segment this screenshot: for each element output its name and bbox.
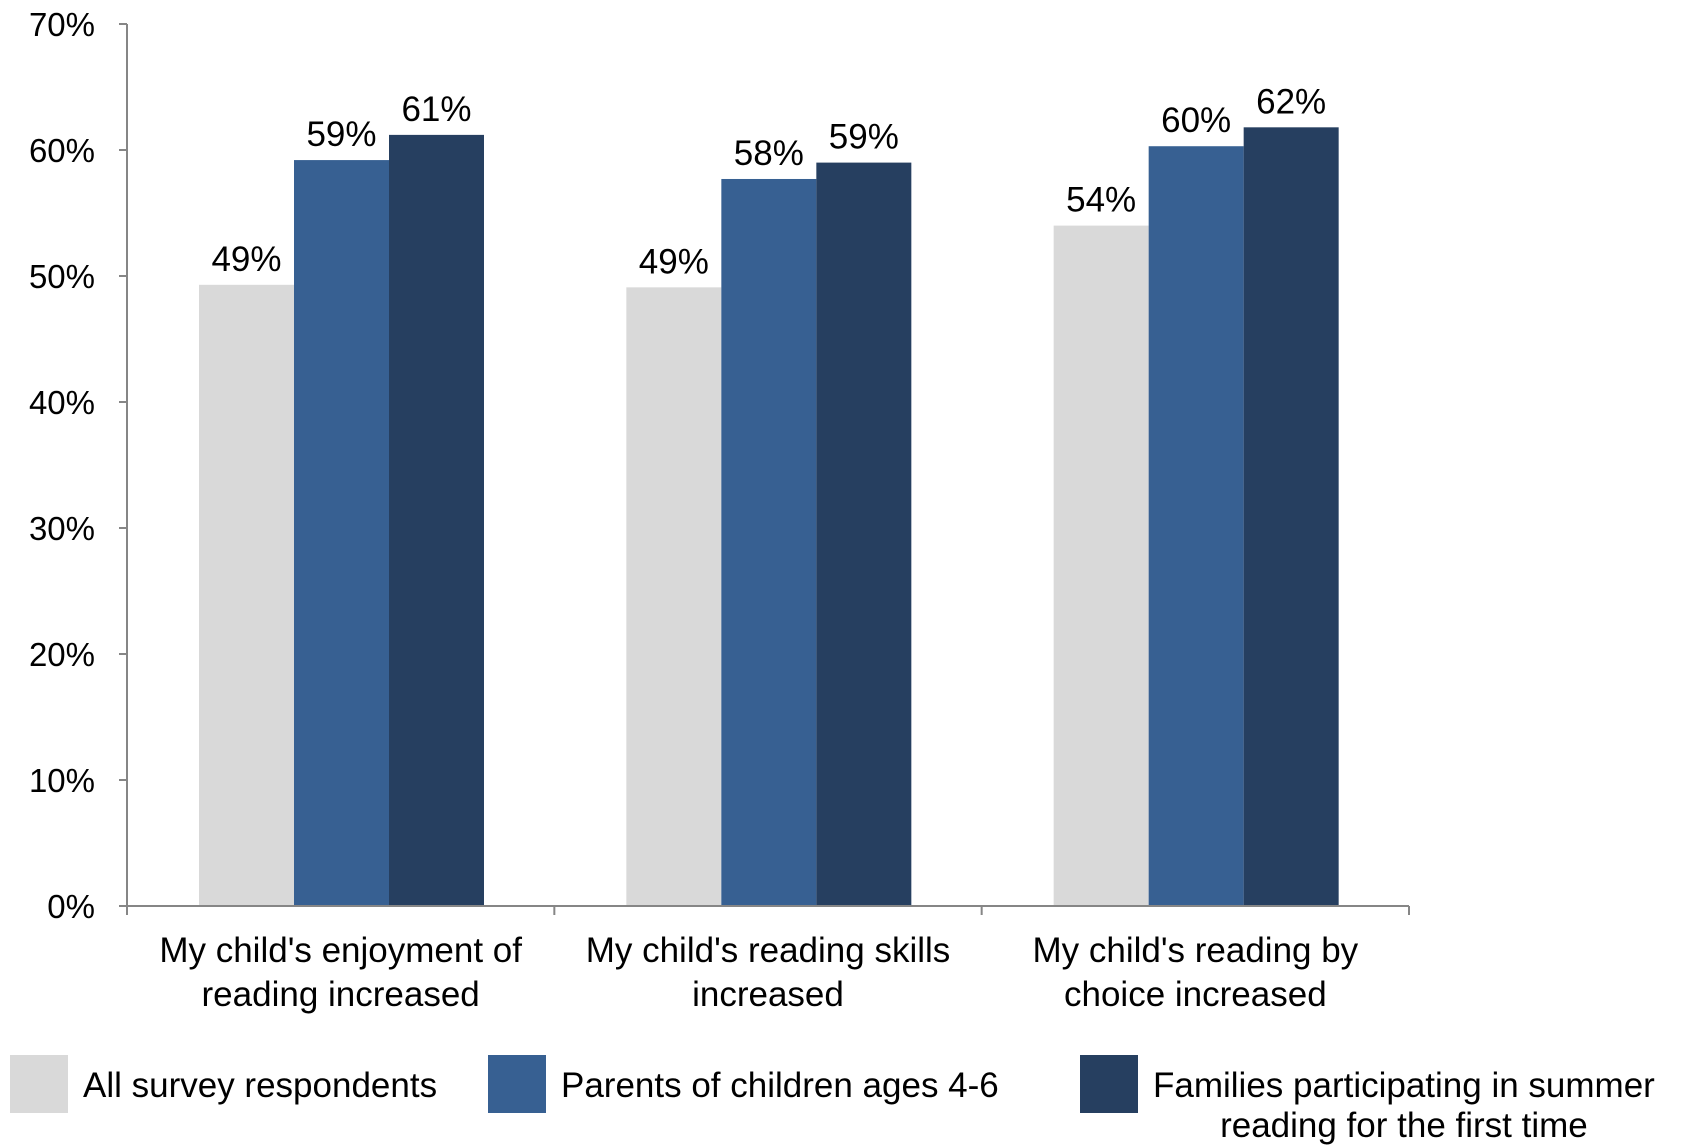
y-tick-label: 30% (29, 510, 95, 547)
bar (294, 160, 389, 906)
y-tick-label: 20% (29, 636, 95, 673)
data-label: 49% (639, 242, 709, 281)
category-label: reading increased (202, 975, 480, 1014)
legend-item-all-survey-respondents: All survey respondents (10, 1055, 437, 1113)
category-labels: My child's enjoyment of reading increased… (159, 931, 1358, 1014)
data-label: 62% (1256, 82, 1326, 121)
y-tick-label: 0% (47, 888, 95, 925)
data-label: 60% (1161, 101, 1231, 140)
legend: All survey respondents Parents of childr… (0, 1055, 1691, 1146)
legend-item-parents-ages-4-6: Parents of children ages 4-6 (488, 1055, 999, 1113)
data-labels: 49% 49% 54% 59% 58% 60% 61% 59% 62% (211, 82, 1326, 281)
y-tick-label: 50% (29, 258, 95, 295)
y-tick-label: 60% (29, 132, 95, 169)
category-label: My child's reading skills (586, 931, 951, 970)
bar (721, 178, 817, 907)
legend-swatch (10, 1055, 68, 1113)
y-tick-label: 10% (29, 762, 95, 799)
bar (199, 284, 294, 906)
category-label: increased (692, 975, 844, 1014)
data-label: 54% (1066, 181, 1136, 220)
legend-label: Families participating in summer reading… (1153, 1066, 1655, 1145)
category-label: choice increased (1064, 975, 1327, 1014)
data-label: 61% (401, 90, 471, 129)
bars (199, 127, 1339, 907)
legend-label: Parents of children ages 4-6 (561, 1066, 999, 1105)
data-label: 59% (829, 118, 899, 157)
bar (816, 162, 912, 907)
legend-swatch (1080, 1055, 1138, 1113)
category-label: My child's reading by (1032, 931, 1358, 970)
legend-item-first-time-families: Families participating in summer reading… (1080, 1055, 1655, 1146)
bar-chart: 0% 10% 20% 30% 40% 50% 60% 70% 49% 49% 54% 59% 58% 6… (29, 6, 1410, 1014)
bar (626, 287, 722, 907)
bar (1148, 146, 1244, 907)
bar (1243, 127, 1339, 906)
axes (126, 24, 1410, 915)
bar (1053, 225, 1149, 907)
data-label: 59% (306, 115, 376, 154)
legend-label: All survey respondents (83, 1066, 438, 1105)
y-axis-ticks: 0% 10% 20% 30% 40% 50% 60% 70% (29, 6, 127, 925)
y-tick-label: 40% (29, 384, 95, 421)
category-label: My child's enjoyment of (159, 931, 522, 970)
legend-swatch (488, 1055, 546, 1113)
bar (389, 134, 484, 906)
y-tick-label: 70% (29, 6, 95, 43)
data-label: 49% (211, 240, 281, 279)
data-label: 58% (734, 134, 804, 173)
